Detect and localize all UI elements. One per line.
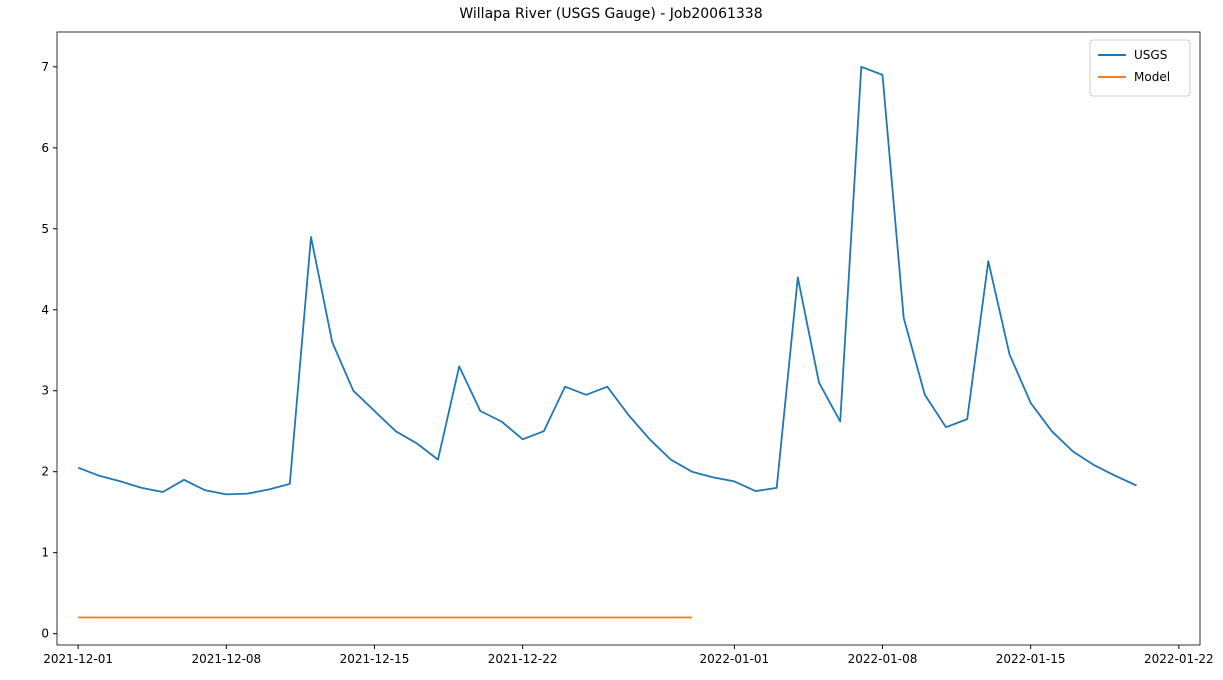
- x-tick-label: 2021-12-08: [191, 652, 261, 666]
- x-tick-label: 2022-01-01: [699, 652, 769, 666]
- y-tick-label: 6: [41, 141, 49, 155]
- y-tick-label: 7: [41, 60, 49, 74]
- y-tick-label: 5: [41, 222, 49, 236]
- x-tick-label: 2021-12-01: [43, 652, 113, 666]
- plot-frame: [56, 31, 1201, 646]
- x-tick-label: 2022-01-08: [848, 652, 918, 666]
- y-tick-label: 0: [41, 627, 49, 641]
- y-tick-label: 1: [41, 546, 49, 560]
- x-tick-label: 2022-01-15: [996, 652, 1066, 666]
- x-tick-label: 2021-12-22: [488, 652, 558, 666]
- x-tick-label: 2021-12-15: [340, 652, 410, 666]
- y-tick-label: 3: [41, 384, 49, 398]
- y-tick-label: 2: [41, 465, 49, 479]
- legend-label: Model: [1134, 70, 1170, 84]
- y-tick-label: 4: [41, 303, 49, 317]
- series-line: [77, 65, 1137, 496]
- legend-label: USGS: [1134, 48, 1167, 62]
- x-tick-label: 2022-01-22: [1144, 652, 1214, 666]
- chart-title: Willapa River (USGS Gauge) - Job20061338: [459, 6, 762, 22]
